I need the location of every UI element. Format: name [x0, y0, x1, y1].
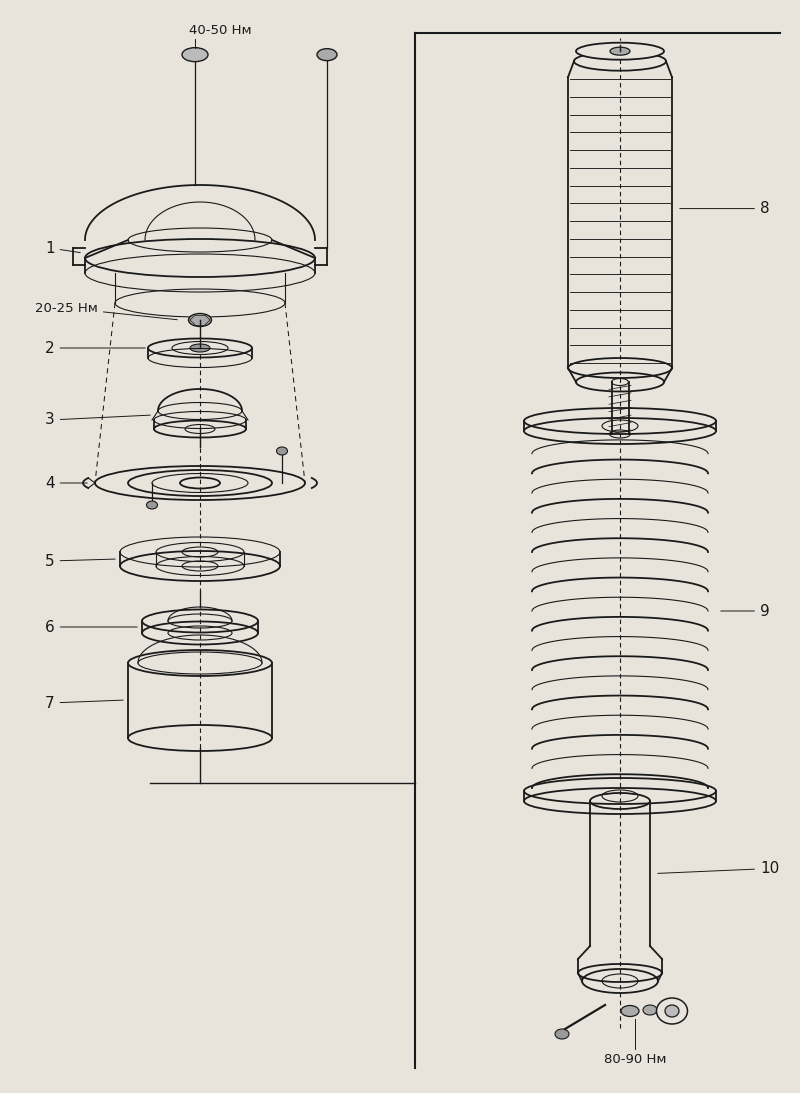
Ellipse shape [610, 47, 630, 55]
Ellipse shape [555, 1029, 569, 1039]
Text: 8: 8 [680, 201, 770, 216]
Ellipse shape [621, 1006, 639, 1016]
Text: 40-50 Нм: 40-50 Нм [189, 24, 251, 37]
Ellipse shape [189, 314, 211, 327]
Text: 10: 10 [658, 861, 779, 875]
Text: 20-25 Нм: 20-25 Нм [35, 302, 178, 320]
Text: 6: 6 [45, 620, 138, 635]
Text: 1: 1 [45, 240, 80, 256]
Text: 3: 3 [45, 412, 150, 427]
Ellipse shape [182, 48, 208, 61]
Text: 80-90 Нм: 80-90 Нм [604, 1053, 666, 1066]
Text: 5: 5 [45, 553, 115, 568]
Ellipse shape [146, 501, 158, 509]
Ellipse shape [657, 998, 687, 1024]
Ellipse shape [665, 1004, 679, 1016]
Text: 2: 2 [45, 341, 146, 355]
Ellipse shape [277, 447, 287, 455]
Ellipse shape [190, 344, 210, 352]
Text: 9: 9 [721, 603, 770, 619]
Ellipse shape [643, 1004, 657, 1015]
Ellipse shape [576, 43, 664, 60]
Ellipse shape [317, 49, 337, 60]
Text: 7: 7 [45, 695, 123, 710]
Text: 4: 4 [45, 475, 87, 491]
